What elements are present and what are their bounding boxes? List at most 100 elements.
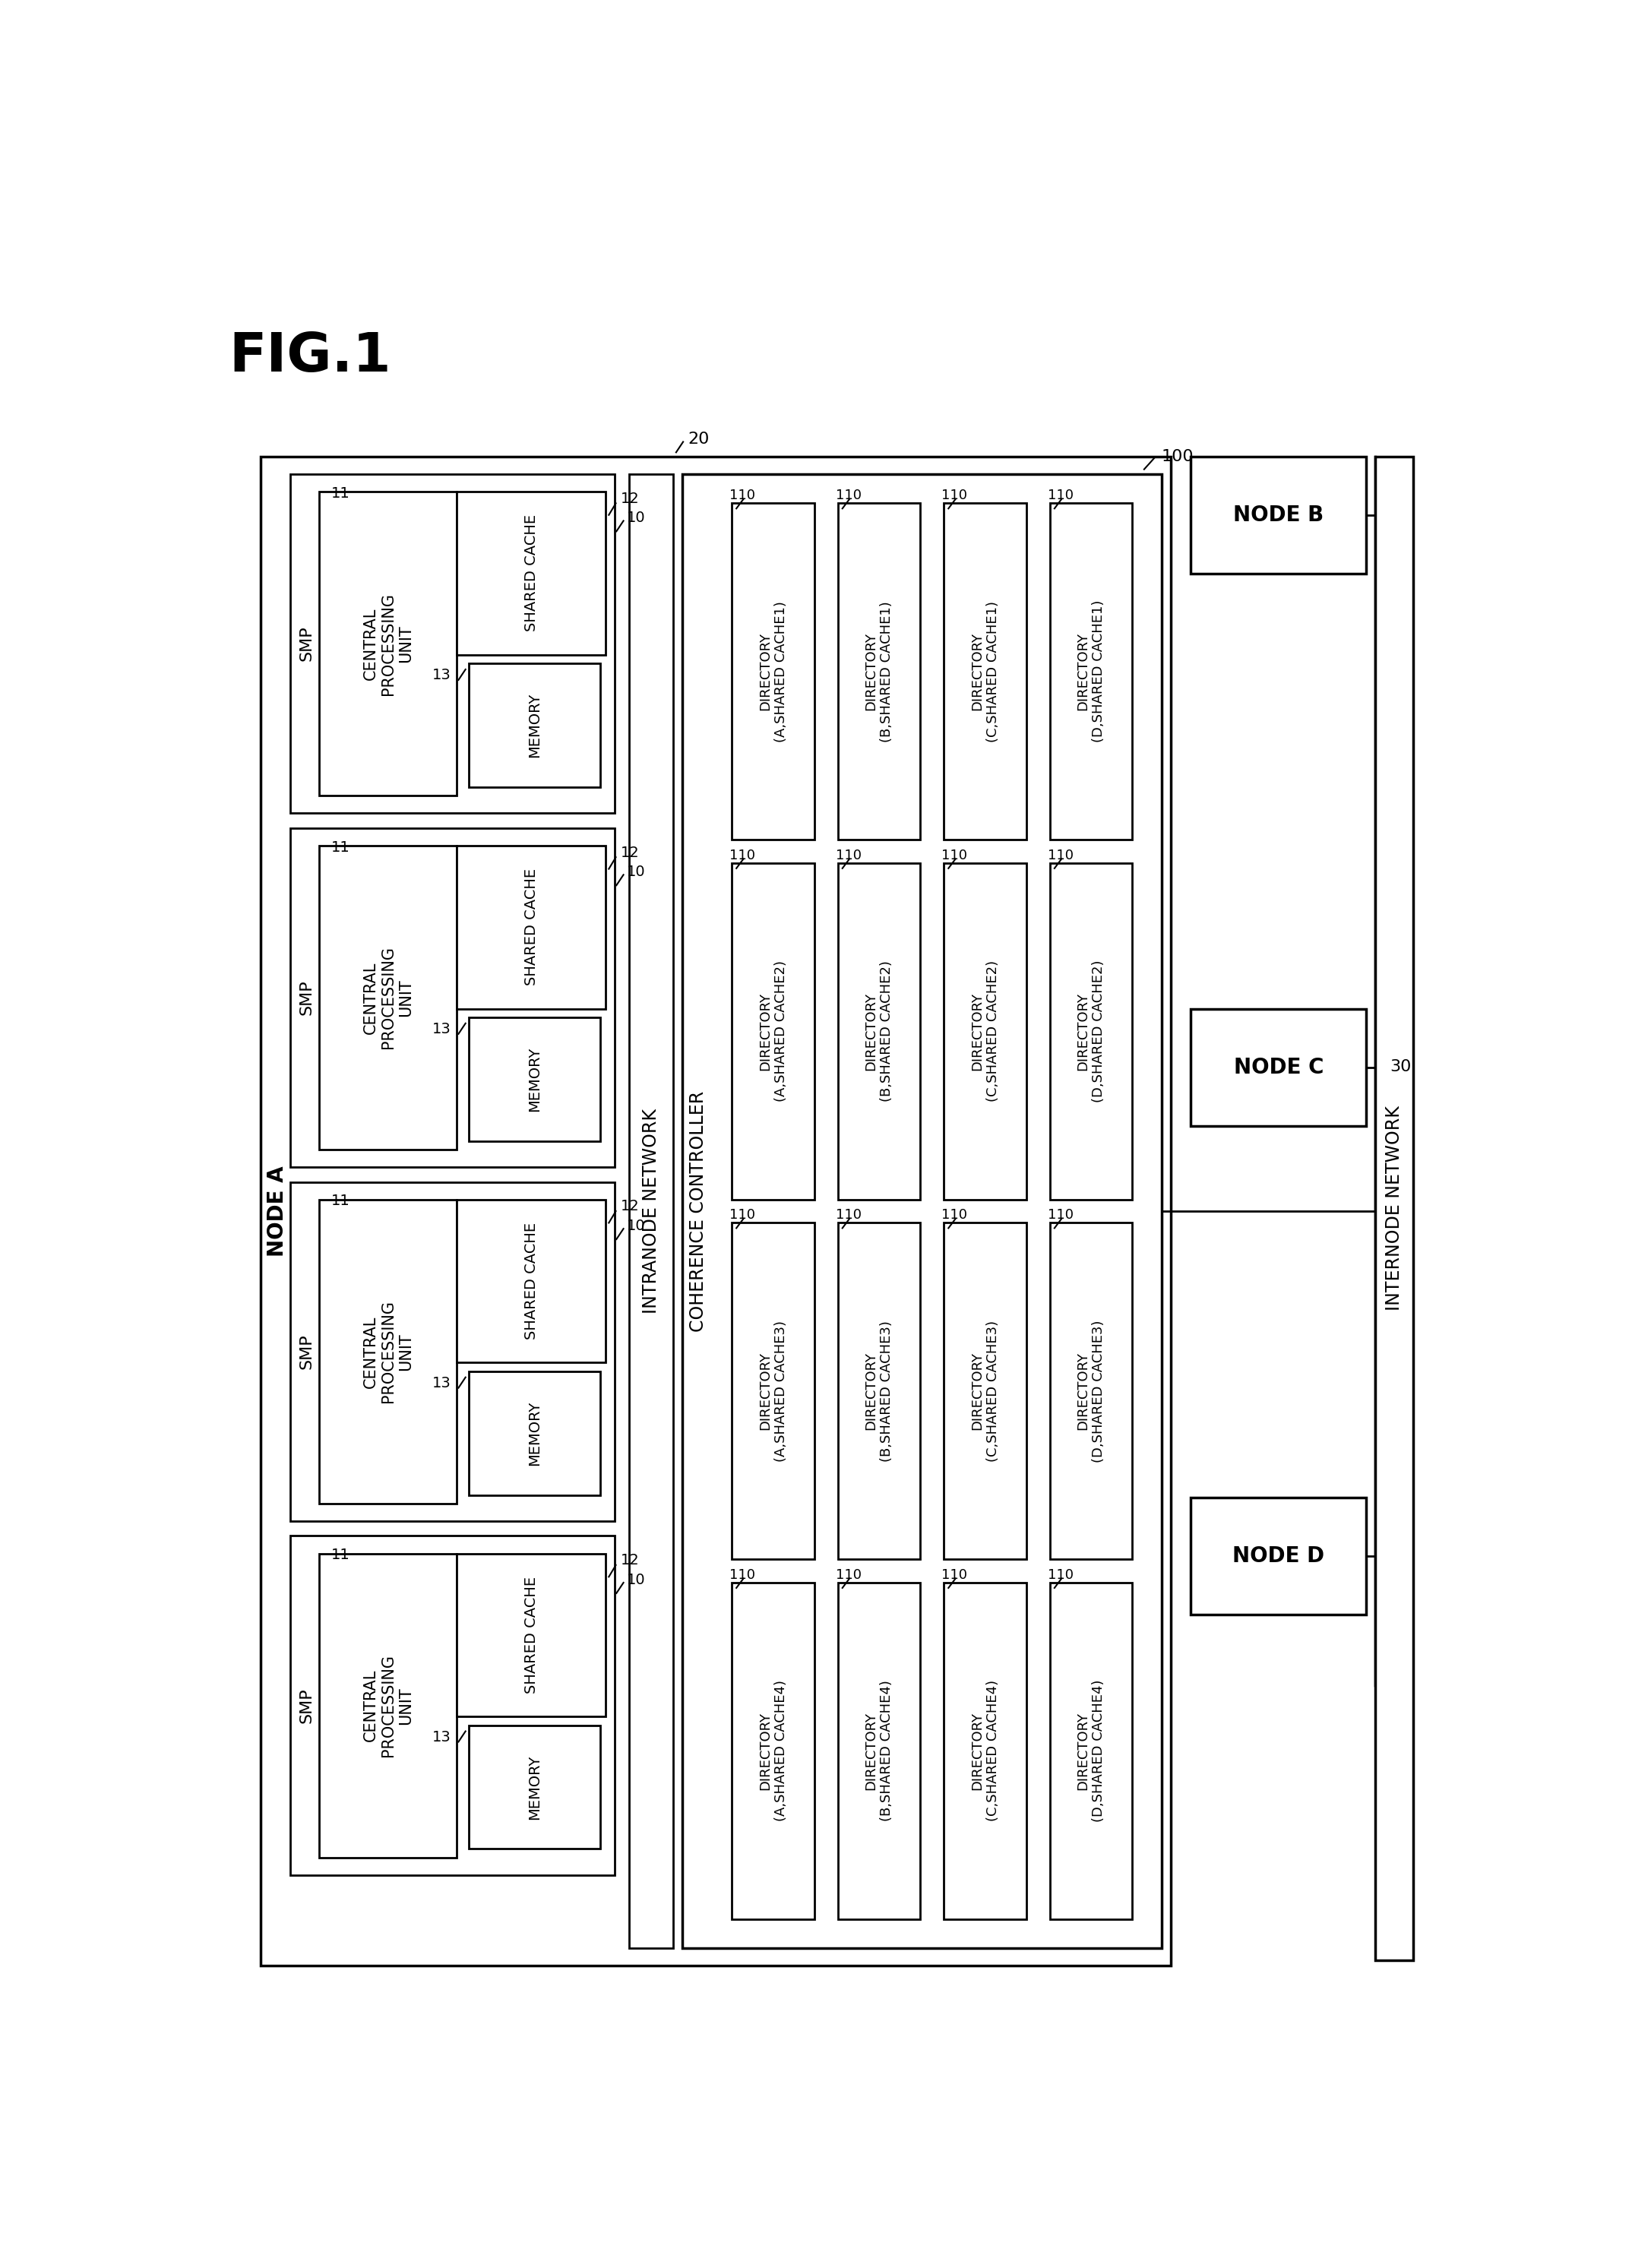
Text: DIRECTORY
(D,SHARED CACHE1): DIRECTORY (D,SHARED CACHE1) (1077, 601, 1106, 742)
Text: INTRANODE NETWORK: INTRANODE NETWORK (641, 1109, 661, 1313)
Text: 11: 11 (331, 1549, 349, 1563)
Bar (837, 864, 920, 1200)
Bar (731, 1583, 814, 1919)
Bar (457, 846, 605, 1009)
Text: DIRECTORY
(B,SHARED CACHE4): DIRECTORY (B,SHARED CACHE4) (865, 1681, 894, 1821)
Text: 110: 110 (942, 1209, 968, 1222)
Text: SMP: SMP (299, 1687, 313, 1724)
Text: CENTRAL
PROCESSING
UNIT: CENTRAL PROCESSING UNIT (362, 592, 413, 694)
Bar (320, 846, 457, 1150)
Text: 12: 12 (620, 846, 640, 860)
Text: SMP: SMP (299, 1334, 313, 1370)
Text: MEMORY: MEMORY (527, 1402, 542, 1465)
Text: 12: 12 (620, 492, 640, 506)
Text: CENTRAL
PROCESSING
UNIT: CENTRAL PROCESSING UNIT (362, 1300, 413, 1404)
Text: 13: 13 (432, 1023, 450, 1036)
Text: 20: 20 (687, 431, 710, 447)
Text: 110: 110 (1048, 1209, 1074, 1222)
Text: MEMORY: MEMORY (527, 694, 542, 758)
Bar (1191, 456, 1366, 574)
Bar (1191, 1497, 1366, 1615)
Bar (1049, 1583, 1133, 1919)
Text: DIRECTORY
(D,SHARED CACHE2): DIRECTORY (D,SHARED CACHE2) (1077, 959, 1106, 1102)
Text: DIRECTORY
(A,SHARED CACHE4): DIRECTORY (A,SHARED CACHE4) (759, 1681, 788, 1821)
Text: SHARED CACHE: SHARED CACHE (524, 869, 539, 987)
Text: 10: 10 (627, 1218, 645, 1234)
Bar (943, 1583, 1027, 1919)
Bar (457, 1200, 605, 1363)
Text: NODE A: NODE A (266, 1166, 287, 1256)
Bar (290, 828, 615, 1168)
Text: 110: 110 (730, 1567, 756, 1581)
Text: 13: 13 (432, 669, 450, 683)
Bar (457, 1554, 605, 1717)
Text: CENTRAL
PROCESSING
UNIT: CENTRAL PROCESSING UNIT (362, 946, 413, 1048)
Text: 11: 11 (331, 839, 349, 855)
Bar (468, 1726, 601, 1848)
Bar (943, 1222, 1027, 1560)
Bar (1049, 1222, 1133, 1560)
Bar (837, 503, 920, 839)
Bar (290, 474, 615, 814)
Text: 11: 11 (331, 485, 349, 501)
Text: DIRECTORY
(C,SHARED CACHE2): DIRECTORY (C,SHARED CACHE2) (971, 962, 1000, 1102)
Text: NODE C: NODE C (1234, 1057, 1324, 1080)
Text: 110: 110 (836, 1209, 862, 1222)
Text: FIG.1: FIG.1 (230, 331, 392, 383)
Text: 13: 13 (432, 1377, 450, 1390)
Text: DIRECTORY
(C,SHARED CACHE4): DIRECTORY (C,SHARED CACHE4) (971, 1681, 1000, 1821)
Text: 11: 11 (331, 1193, 349, 1209)
Text: 10: 10 (627, 864, 645, 880)
Text: DIRECTORY
(C,SHARED CACHE1): DIRECTORY (C,SHARED CACHE1) (971, 601, 1000, 742)
Bar (320, 1554, 457, 1857)
Text: 110: 110 (942, 1567, 968, 1581)
Text: 110: 110 (836, 848, 862, 862)
Bar (457, 492, 605, 655)
Text: MEMORY: MEMORY (527, 1048, 542, 1111)
Bar (320, 492, 457, 796)
Text: 110: 110 (730, 1209, 756, 1222)
Text: 110: 110 (730, 848, 756, 862)
Text: NODE D: NODE D (1232, 1547, 1325, 1567)
Text: 13: 13 (432, 1730, 450, 1744)
Text: 110: 110 (942, 848, 968, 862)
Bar (468, 1018, 601, 1141)
Bar (630, 474, 672, 1948)
Text: SHARED CACHE: SHARED CACHE (524, 1222, 539, 1340)
Text: INTERNODE NETWORK: INTERNODE NETWORK (1386, 1107, 1404, 1311)
Text: COHERENCE CONTROLLER: COHERENCE CONTROLLER (689, 1091, 707, 1331)
Bar (731, 1222, 814, 1560)
Text: 10: 10 (627, 1572, 645, 1588)
Text: 12: 12 (620, 1554, 640, 1567)
Bar (731, 503, 814, 839)
Text: 10: 10 (627, 510, 645, 526)
Text: CENTRAL
PROCESSING
UNIT: CENTRAL PROCESSING UNIT (362, 1653, 413, 1758)
Text: DIRECTORY
(C,SHARED CACHE3): DIRECTORY (C,SHARED CACHE3) (971, 1320, 1000, 1463)
Bar (731, 864, 814, 1200)
Bar (1191, 1009, 1366, 1127)
Text: SHARED CACHE: SHARED CACHE (524, 1576, 539, 1694)
Bar (837, 1222, 920, 1560)
Text: 12: 12 (620, 1200, 640, 1213)
Bar (837, 1583, 920, 1919)
Bar (290, 1182, 615, 1522)
Text: DIRECTORY
(B,SHARED CACHE3): DIRECTORY (B,SHARED CACHE3) (865, 1320, 894, 1461)
Bar (943, 864, 1027, 1200)
Bar (290, 1535, 615, 1876)
Bar (468, 665, 601, 787)
Bar (261, 456, 1170, 1966)
Text: DIRECTORY
(D,SHARED CACHE3): DIRECTORY (D,SHARED CACHE3) (1077, 1320, 1106, 1463)
Bar (468, 1372, 601, 1495)
Bar (1049, 864, 1133, 1200)
Text: 110: 110 (836, 1567, 862, 1581)
Text: 110: 110 (1048, 848, 1074, 862)
Text: DIRECTORY
(D,SHARED CACHE4): DIRECTORY (D,SHARED CACHE4) (1077, 1681, 1106, 1821)
Text: DIRECTORY
(A,SHARED CACHE3): DIRECTORY (A,SHARED CACHE3) (759, 1320, 788, 1461)
Text: SMP: SMP (299, 980, 313, 1016)
Text: DIRECTORY
(A,SHARED CACHE2): DIRECTORY (A,SHARED CACHE2) (759, 962, 788, 1102)
Bar (1376, 456, 1413, 1960)
Bar (943, 503, 1027, 839)
Text: SHARED CACHE: SHARED CACHE (524, 515, 539, 633)
Text: NODE B: NODE B (1234, 503, 1324, 526)
Text: 110: 110 (1048, 490, 1074, 503)
